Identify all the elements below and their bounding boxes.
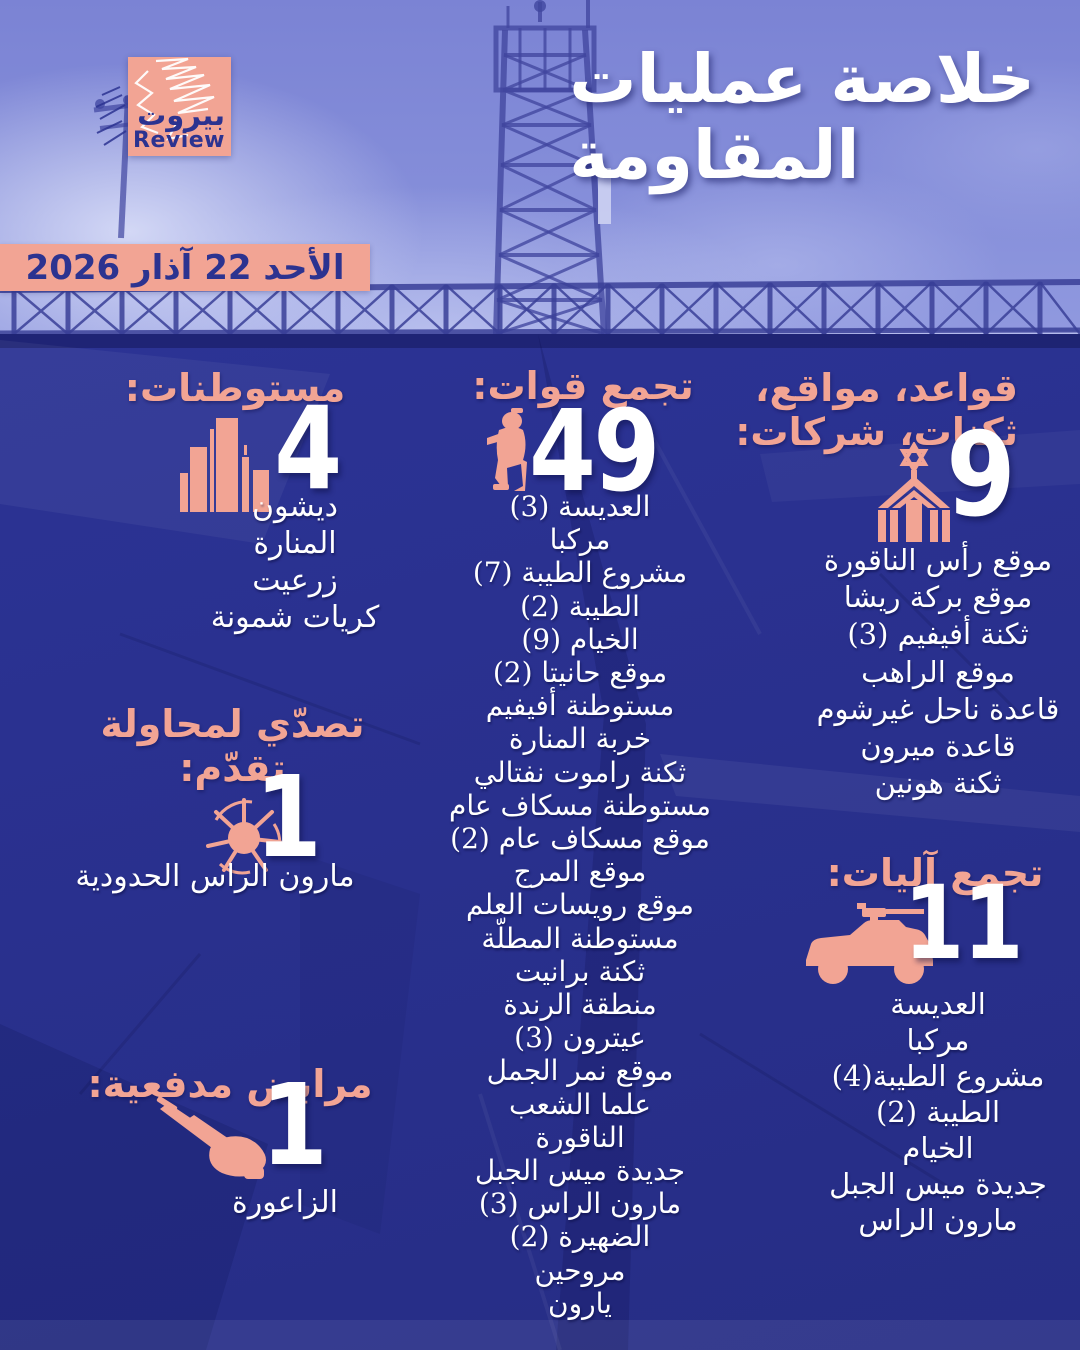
list-item: ثكنة راموت نفتالي <box>473 755 687 789</box>
troops-count: 49 <box>529 387 660 517</box>
list-item: جديدة ميس الجبل <box>474 1154 686 1188</box>
section-title-vehicles: تجمع آليات: <box>826 851 1044 895</box>
list-item: الناقورة <box>535 1120 625 1154</box>
list-item: الزاعورة <box>232 1185 338 1220</box>
list-item: ثكنة أفيفيم (3) <box>847 617 1029 652</box>
settlements-list: ديشون المنارة زرعيت كريات شمونة <box>140 488 450 636</box>
list-item: موقع مسكاف عام (2) <box>450 822 710 856</box>
list-item: جديدة ميس الجبل <box>829 1167 1047 1201</box>
list-item: خربة المنارة <box>508 722 652 756</box>
list-item: ثكنة هونين <box>874 766 1002 801</box>
bases-title-line2: ثكنات، شركات: <box>735 410 1018 455</box>
header-photo: خلاصة عمليات المقاومة بيروت Review الأحد… <box>0 0 1080 334</box>
bases-title-line1: قواعد، مواقع، <box>755 366 1018 410</box>
list-item: ثكنة برانيت <box>514 954 646 988</box>
logo-english-wordmark: Review <box>133 128 225 153</box>
list-item: موقع رويسات العلم <box>466 888 694 922</box>
date-text: الأحد 22 آذار 2026 <box>25 247 345 288</box>
section-title-advance: تصدّي لمحاولة تقدّم: <box>60 702 405 790</box>
list-item: كريات شمونة <box>210 600 380 635</box>
list-item: علما الشعب <box>509 1087 651 1121</box>
artillery-list: الزاعورة <box>120 1184 450 1221</box>
list-item: العديسة (3) <box>509 490 651 523</box>
advance-list: مارون الراس الحدودية <box>50 858 380 895</box>
list-item: مستوطنة المطلّة <box>481 921 679 955</box>
buildings-icon <box>180 415 272 512</box>
section-title-artillery: مرابض مدفعية: <box>87 1062 373 1106</box>
cedar-sketch-icon <box>95 57 215 146</box>
explosion-icon <box>202 792 286 880</box>
list-item: مستوطنة أفيفيم <box>485 689 675 723</box>
list-item: ديشون <box>251 489 338 524</box>
list-item: يارون <box>548 1286 612 1320</box>
section-title-bases: قواعد، مواقع، ثكنات، شركات: <box>735 366 1018 455</box>
settlements-count: 4 <box>273 382 342 515</box>
list-item: الطيبة (2) <box>875 1095 1001 1129</box>
watchtower-fence-art <box>0 0 1080 334</box>
list-item: موقع بركة ريشا <box>843 580 1033 615</box>
date-banner: الأحد 22 آذار 2026 <box>0 244 370 291</box>
list-item: مستوطنة مسكاف عام <box>448 788 711 822</box>
list-item: الطيبة (2) <box>520 589 640 623</box>
list-item: موقع رأس الناقورة <box>823 543 1053 577</box>
list-item: الخيام <box>902 1131 974 1165</box>
list-item: مشروع الطيبة(4) <box>831 1059 1045 1093</box>
page-title: خلاصة عمليات المقاومة <box>569 40 1035 194</box>
list-item: قاعدة ميرون <box>860 729 1016 764</box>
list-item: مركبا <box>549 523 611 557</box>
list-item: منطقة الرندة <box>503 988 657 1022</box>
list-item: مارون الراس (3) <box>478 1187 682 1221</box>
list-item: المنارة <box>253 526 337 561</box>
base-star-building-icon <box>870 442 958 542</box>
section-title-settlements: مستوطنات: <box>124 366 346 410</box>
page-title-line2: المقاومة <box>569 115 860 194</box>
list-item: زرعيت <box>252 563 338 598</box>
advance-title-line1: تصدّي لمحاولة <box>100 702 365 746</box>
list-item: العديسة <box>890 987 986 1021</box>
list-item: مركبا <box>906 1023 970 1057</box>
soldier-icon <box>487 408 531 492</box>
list-item: موقع نمر الجمل <box>486 1054 674 1088</box>
list-item: الخيام (9) <box>521 622 639 656</box>
page-title-line1: خلاصة عمليات <box>569 40 1035 118</box>
section-title-troops: تجمع قوات: <box>472 364 694 408</box>
advance-title-line2: تقدّم: <box>179 746 286 791</box>
list-item: موقع الراهب <box>861 654 1015 689</box>
advance-count: 1 <box>254 753 322 883</box>
logo-arabic-wordmark: بيروت <box>137 98 225 132</box>
list-item: مشروع الطيبة (7) <box>472 556 688 590</box>
list-item: الضهيرة (2) <box>509 1220 651 1254</box>
beirut-review-logo: بيروت Review <box>95 57 231 156</box>
list-item: موقع حانيتا (2) <box>492 656 668 690</box>
artillery-icon <box>148 1095 286 1183</box>
list-item: مارون الراس <box>858 1203 1018 1237</box>
artillery-count: 1 <box>260 1061 328 1191</box>
bases-count: 9 <box>946 408 1016 543</box>
bases-list: موقع رأس الناقورة موقع بركة ريشا ثكنة أفيف… <box>808 542 1068 802</box>
list-item: قاعدة ناحل غيرشوم <box>816 691 1060 726</box>
vehicles-list: العديسة مركبا مشروع الطيبة(4) الطيبة (2) الخ… <box>808 986 1068 1238</box>
troops-list: العديسة (3) مركبا مشروع الطيبة (7) الطيبة (… <box>415 490 745 1320</box>
armored-vehicle-icon <box>802 896 950 990</box>
vehicles-count: 11 <box>903 864 1023 983</box>
logo-text: بيروت Review <box>133 98 225 153</box>
list-item: موقع المرج <box>513 855 647 889</box>
list-item: مروحين <box>534 1253 626 1287</box>
list-item: مارون الراس الحدودية <box>75 859 355 894</box>
list-item: عيترون (3) <box>514 1021 646 1055</box>
